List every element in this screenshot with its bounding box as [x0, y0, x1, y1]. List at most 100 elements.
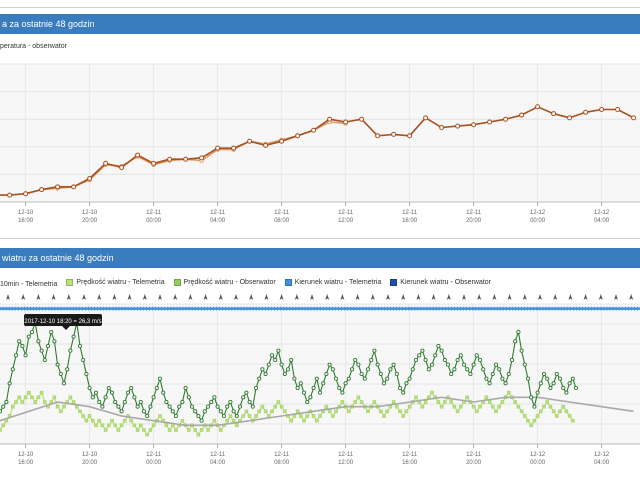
temperature-point [39, 187, 45, 193]
direction-arrow [431, 294, 436, 300]
temperature-legend-label: peratura - obserwator [0, 43, 67, 50]
speed-telemetry-point [535, 414, 540, 418]
gust-telemetry-point [55, 362, 60, 367]
gust-telemetry-point [343, 381, 348, 386]
gust-telemetry-point [516, 329, 521, 335]
gust-telemetry-point [257, 376, 262, 381]
tick-label-date: 12-11 [338, 452, 354, 458]
gust-telemetry-point [1, 404, 6, 409]
speed-telemetry-point [529, 423, 533, 428]
speed-telemetry-point [414, 395, 418, 400]
legend-item-direction-observer[interactable]: Kierunek wiatru - Obserwator [390, 279, 491, 286]
gust-telemetry-point [151, 395, 156, 400]
tick-label-time: 20:00 [82, 460, 98, 466]
gust-telemetry-point [468, 371, 473, 377]
gust-telemetry-point [113, 399, 118, 405]
speed-telemetry-point [174, 428, 178, 432]
tick-label-date: 12-11 [274, 452, 290, 458]
direction-arrow [310, 294, 314, 300]
gust-telemetry-point [314, 376, 319, 381]
legend-item-telemetry-10min[interactable]: 10min - Telemetria [0, 281, 58, 288]
gust-telemetry-point [532, 404, 537, 409]
gust-telemetry-point [573, 385, 579, 391]
speed-telemetry-point [532, 418, 537, 423]
tick-label-date: 12-12 [594, 452, 610, 458]
gust-telemetry-point [529, 395, 534, 400]
speed-telemetry-point [491, 404, 495, 409]
gust-telemetry-point [349, 367, 355, 372]
gust-telemetry-point [487, 381, 492, 386]
speed-telemetry-point [235, 423, 239, 428]
speed-telemetry-point [500, 400, 505, 404]
speed-telemetry-point [119, 423, 124, 428]
gust-telemetry-point [321, 381, 326, 386]
speed-telemetry-point [212, 418, 217, 423]
speed-telemetry-point [366, 409, 370, 414]
speed-telemetry-point [455, 409, 460, 414]
speed-telemetry-point [71, 400, 76, 404]
speed-telemetry-point [327, 409, 332, 414]
gust-telemetry-point [401, 390, 406, 395]
gust-telemetry-point [202, 409, 207, 414]
legend-item-direction-telemetry[interactable]: Kierunek wiatru - Telemetria [284, 279, 381, 286]
gust-telemetry-point [285, 367, 291, 372]
gust-telemetry-point [13, 353, 19, 358]
speed-telemetry-point [94, 423, 98, 428]
gust-telemetry-point [250, 404, 255, 409]
gust-telemetry-point [381, 381, 387, 386]
temperature-point [87, 176, 93, 182]
gust-telemetry-point [455, 357, 460, 363]
gust-telemetry-point [279, 362, 284, 367]
gust-telemetry-point [461, 362, 467, 367]
temperature-legend: peratura - obserwator [0, 43, 67, 50]
temperature-point [423, 115, 429, 121]
gust-telemetry-point [359, 371, 364, 377]
temperature-point [103, 160, 109, 166]
speed-telemetry-point [180, 418, 185, 423]
tick-label-date: 12-11 [274, 210, 290, 216]
gust-telemetry-point [49, 329, 54, 335]
gust-telemetry-point [61, 381, 67, 386]
speed-telemetry-point [395, 404, 399, 409]
gust-telemetry-point [39, 348, 44, 353]
temperature-chart: 12-10 16:00 12-10 20:00 12-11 00:00 12-11 04:00… [0, 63, 640, 224]
speed-telemetry-point [55, 404, 60, 409]
gust-telemetry-point [52, 339, 57, 344]
temperature-point [199, 155, 205, 161]
speed-telemetry-point [359, 400, 364, 404]
gust-telemetry-point [234, 413, 239, 419]
speed-telemetry-point [33, 400, 37, 404]
temperature-point [519, 112, 525, 118]
direction-arrow [127, 294, 132, 300]
gust-telemetry-point [164, 399, 169, 405]
speed-telemetry-point [571, 418, 575, 423]
legend-item-speed-telemetry[interactable]: Prędkość wiatru - Telemetria [66, 279, 165, 286]
speed-telemetry-point [497, 404, 501, 409]
tick-label-time: 08:00 [274, 218, 290, 224]
speed-telemetry-point [276, 400, 281, 404]
gust-telemetry-point [388, 367, 393, 372]
speed-telemetry-point [430, 390, 434, 395]
gust-telemetry-point [372, 348, 377, 353]
speed-telemetry-point [401, 414, 405, 418]
gust-telemetry-point [196, 413, 201, 419]
speed-telemetry-point [254, 414, 258, 418]
temperature-point [183, 156, 189, 162]
speed-telemetry-point [225, 418, 229, 423]
gust-telemetry-point [97, 399, 102, 405]
temperature-point [167, 156, 173, 162]
gust-telemetry-point [106, 385, 111, 391]
speed-telemetry-point [273, 404, 277, 409]
speed-telemetry-point [199, 428, 204, 432]
tick-label-date: 12-11 [402, 452, 418, 458]
speed-telemetry-point [247, 414, 252, 418]
legend-item-speed-observer[interactable]: Prędkość wiatru - Obserwator [173, 279, 276, 286]
direction-arrow [203, 294, 208, 300]
gust-telemetry-point [557, 376, 563, 381]
tick-label-date: 12-11 [466, 452, 482, 458]
gust-telemetry-point [161, 390, 166, 395]
gust-telemetry-point [385, 376, 390, 381]
gust-telemetry-point [241, 395, 246, 400]
speed-telemetry-point [39, 390, 44, 395]
direction-arrow [614, 294, 618, 300]
